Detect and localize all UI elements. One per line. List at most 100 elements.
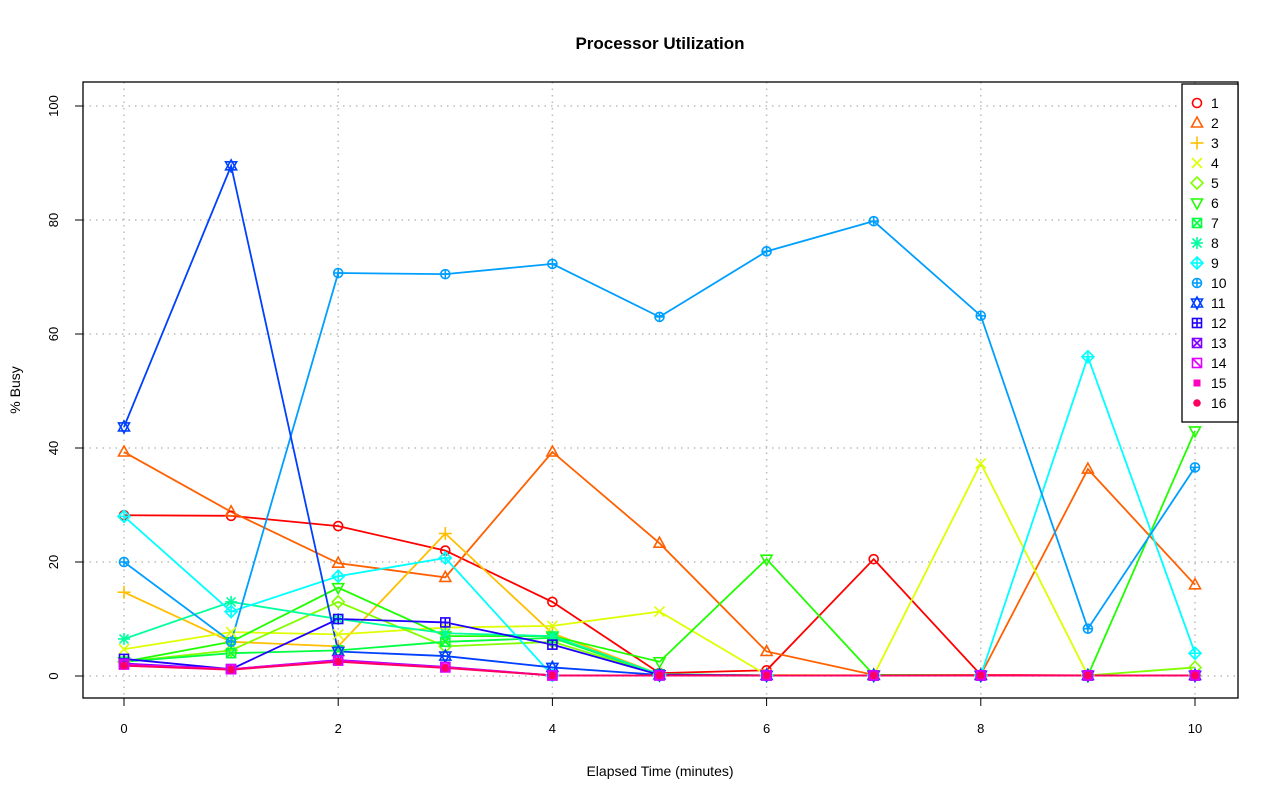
legend-item: 4 [1191,155,1219,171]
data-point-series-8 [118,632,130,645]
legend-item: 5 [1189,175,1219,191]
data-point-series-3 [117,585,131,599]
y-tick-label: 80 [46,213,61,227]
legend-marker-1 [1191,97,1203,109]
x-axis-label: Elapsed Time (minutes) [586,763,733,779]
data-point-series-5 [331,594,346,610]
legend-label: 4 [1211,155,1219,171]
data-point-series-2 [438,569,453,583]
legend-marker-15 [1193,379,1201,387]
legend-label: 6 [1211,195,1219,211]
series-line-2 [123,450,1196,676]
data-point-series-11 [224,158,238,174]
legend-item: 15 [1193,375,1227,391]
data-point-series-4 [118,643,130,655]
legend-item: 6 [1190,195,1219,211]
data-point-series-10 [1082,623,1094,634]
data-point-series-6 [1188,426,1202,439]
legend-item: 14 [1191,355,1227,371]
data-point-series-10 [547,258,558,270]
data-point-series-8 [439,627,452,640]
data-point-series-2 [759,643,774,657]
legend-marker-9 [1189,255,1205,271]
legend-marker-10 [1191,277,1203,289]
legend-item: 13 [1191,335,1227,351]
legend-label: 14 [1211,355,1227,371]
data-point-series-11 [117,419,131,435]
legend-item: 11 [1190,295,1226,311]
x-tick-label: 2 [335,721,342,736]
legend-item: 16 [1193,395,1227,411]
data-point-series-16 [441,664,450,672]
legend-label: 2 [1211,115,1219,131]
data-point-series-1 [332,520,344,532]
data-point-series-10 [225,636,237,648]
data-point-series-6 [759,554,774,567]
data-point-series-2 [224,504,238,517]
data-point-series-16 [762,671,771,680]
legend-item: 3 [1190,135,1219,151]
data-point-series-2 [331,555,346,568]
legend-label: 10 [1211,275,1227,291]
legend-marker-2 [1190,115,1204,128]
legend-label: 3 [1211,135,1219,151]
series-points [116,158,1203,684]
legend-marker-6 [1190,198,1204,211]
data-point-series-16 [334,657,343,666]
data-point-series-9 [1080,349,1096,364]
legend-label: 16 [1211,395,1227,411]
data-point-series-6 [652,656,667,670]
data-point-series-16 [977,671,985,680]
series-line-6 [123,430,1196,677]
legend-item: 7 [1191,215,1219,231]
legend-label: 8 [1211,235,1219,251]
data-point-series-2 [1081,461,1095,474]
data-point-series-2 [1188,577,1202,590]
chart-title: Processor Utilization [575,34,744,53]
legend-label: 5 [1211,175,1219,191]
data-point-series-9 [1187,646,1203,661]
data-point-series-12 [439,617,451,628]
data-point-series-16 [655,671,664,680]
data-point-series-11 [438,648,453,664]
legend-marker-3 [1190,136,1204,150]
series-line-11 [123,162,1195,677]
legend-label: 1 [1211,95,1219,111]
data-point-series-10 [761,246,772,257]
data-point-series-9 [331,569,346,584]
data-point-series-16 [120,661,128,670]
data-point-series-1 [547,596,558,608]
data-point-series-4 [225,626,237,638]
legend-item: 12 [1191,315,1227,331]
x-tick-label: 0 [120,721,127,736]
data-point-series-3 [438,527,452,540]
data-point-series-7 [225,647,237,659]
legend-label: 12 [1211,315,1227,331]
legend-label: 15 [1211,375,1227,391]
legend-item: 8 [1191,235,1219,251]
legend-marker-5 [1189,175,1205,191]
data-point-series-4 [975,457,987,469]
series-line-3 [123,532,1195,677]
legend-box [1181,83,1239,423]
x-tick-label: 6 [763,721,770,736]
data-point-series-9 [116,509,132,524]
data-point-series-2 [652,535,667,548]
data-point-series-4 [332,628,344,640]
data-point-series-4 [546,620,558,632]
legend-marker-13 [1191,337,1203,349]
data-point-series-10 [654,311,665,323]
data-point-series-10 [118,556,130,568]
data-point-series-2 [117,444,131,457]
y-tick-label: 0 [46,672,61,679]
data-point-series-12 [547,639,558,650]
data-point-series-16 [227,665,235,674]
legend-marker-4 [1191,157,1203,169]
x-tick-label: 4 [549,721,556,736]
data-point-series-10 [332,267,344,279]
data-point-series-10 [975,310,987,322]
data-point-series-16 [869,671,878,680]
y-tick-label: 100 [46,95,61,117]
data-point-series-16 [548,671,557,680]
